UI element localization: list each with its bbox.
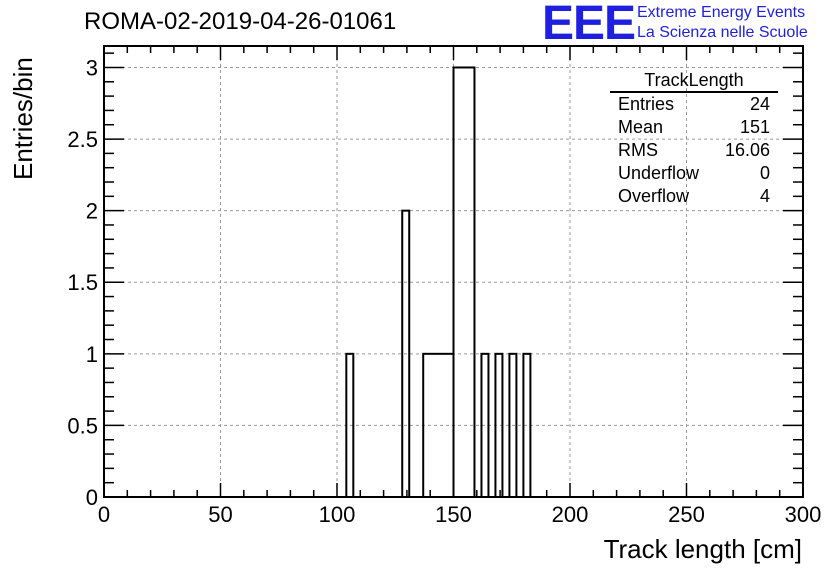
y-tick-labels: 0 0.5 1 1.5 2 2.5 3 [67, 55, 98, 510]
y-tick-label: 2.5 [67, 127, 98, 152]
stats-label: Mean [618, 117, 664, 137]
x-tick-label: 100 [319, 502, 356, 527]
y-axis-label: Entries/bin [8, 57, 38, 180]
y-tick-label: 0 [86, 485, 98, 510]
stats-box: TrackLength Entries 24 Mean 151 RMS 16.0… [610, 70, 778, 208]
x-tick-label: 50 [208, 502, 232, 527]
stats-row-overflow: Overflow 4 [610, 185, 778, 208]
stats-row-underflow: Underflow 0 [610, 162, 778, 185]
x-tick-label: 250 [668, 502, 705, 527]
x-tick-label: 200 [552, 502, 589, 527]
x-tick-label: 0 [98, 502, 110, 527]
x-tick-label: 300 [785, 502, 822, 527]
stats-value: 24 [749, 94, 770, 114]
stats-label: Entries [618, 94, 675, 114]
stats-value: 16.06 [724, 140, 770, 160]
axis-ticks [103, 46, 804, 498]
stats-value: 151 [739, 117, 770, 137]
stats-label: RMS [618, 140, 658, 160]
x-tick-labels: 0 50 100 150 200 250 300 [98, 502, 821, 527]
y-tick-label: 1 [86, 342, 98, 367]
stats-value: 0 [759, 163, 770, 183]
x-axis-label: Track length [cm] [603, 534, 802, 564]
stats-row-rms: RMS 16.06 [610, 139, 778, 162]
x-tick-label: 150 [435, 502, 472, 527]
logo-subtitle-2: La Scienza nelle Scuole [637, 24, 808, 41]
plot-title: ROMA-02-2019-04-26-01061 [84, 8, 397, 35]
eee-logo: EEE [542, 0, 636, 50]
y-tick-label: 3 [86, 55, 98, 80]
stats-label: Overflow [618, 186, 690, 206]
y-tick-label: 2 [86, 199, 98, 224]
stats-row-entries: Entries 24 [610, 93, 778, 116]
y-tick-label: 1.5 [67, 270, 98, 295]
logo-subtitle-1: Extreme Energy Events [637, 4, 806, 21]
stats-label: Underflow [618, 163, 700, 183]
stats-row-mean: Mean 151 [610, 116, 778, 139]
stats-title: TrackLength [610, 70, 778, 93]
stats-value: 4 [759, 186, 770, 206]
y-tick-label: 0.5 [67, 413, 98, 438]
